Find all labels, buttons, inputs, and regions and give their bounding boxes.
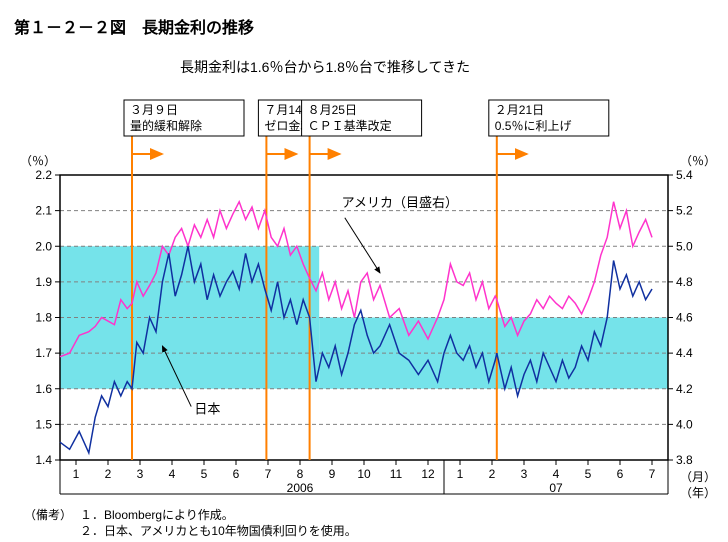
x-tick-label: 9 (329, 467, 336, 481)
yr-tick-label: 5.2 (676, 204, 693, 218)
yl-tick-label: 2.2 (35, 168, 52, 182)
x-tick-label: 8 (297, 467, 304, 481)
x-tick-label: 2 (489, 467, 496, 481)
event-text: ＣＰＩ基準改定 (308, 118, 392, 133)
series-us-arrow (345, 218, 380, 273)
year-label: 2006 (287, 481, 314, 495)
x-tick-label: 6 (233, 467, 240, 481)
yr-tick-label: 4.2 (676, 382, 693, 396)
x-tick-label: 1 (73, 467, 80, 481)
yl-tick-label: 1.4 (35, 453, 52, 467)
yr-tick-label: 3.8 (676, 453, 693, 467)
x-tick-label: 3 (521, 467, 528, 481)
yl-tick-label: 1.6 (35, 382, 52, 396)
yl-tick-label: 2.1 (35, 204, 52, 218)
yr-tick-label: 4.8 (676, 275, 693, 289)
x-tick-label: 7 (649, 467, 656, 481)
yr-tick-label: 5.0 (676, 239, 693, 253)
year-label: 07 (549, 481, 563, 495)
yl-tick-label: 1.9 (35, 275, 52, 289)
yl-tick-label: 1.8 (35, 311, 52, 325)
event-text: 量的緩和解除 (130, 118, 202, 133)
x-tick-label: 5 (585, 467, 592, 481)
x-tick-label: 4 (169, 467, 176, 481)
x-tick-label: 5 (201, 467, 208, 481)
series-us-label: アメリカ（目盛右） (342, 195, 458, 210)
x-tick-label: 3 (137, 467, 144, 481)
x-tick-label: 1 (457, 467, 464, 481)
chart-svg: 12345678910111212345672006071.41.51.61.7… (0, 0, 728, 542)
yr-tick-label: 4.6 (676, 311, 693, 325)
yl-tick-label: 1.7 (35, 346, 52, 360)
x-tick-label: 11 (390, 467, 403, 481)
yl-tick-label: 2.0 (35, 239, 52, 253)
event-text: ３月９日 (130, 103, 178, 117)
series-jp-label: 日本 (194, 402, 220, 417)
yl-tick-label: 1.5 (35, 417, 52, 431)
yr-tick-label: 4.4 (676, 346, 693, 360)
event-text: ８月25日 (308, 103, 357, 117)
x-tick-label: 10 (357, 467, 371, 481)
x-tick-label: 6 (617, 467, 624, 481)
x-tick-label: 12 (421, 467, 435, 481)
event-text: ２月21日 (495, 103, 544, 117)
x-tick-label: 4 (553, 467, 560, 481)
x-tick-label: 7 (265, 467, 272, 481)
yr-tick-label: 5.4 (676, 168, 693, 182)
event-text: 0.5％に利上げ (495, 119, 572, 133)
x-tick-label: 2 (105, 467, 112, 481)
yr-tick-label: 4.0 (676, 417, 693, 431)
